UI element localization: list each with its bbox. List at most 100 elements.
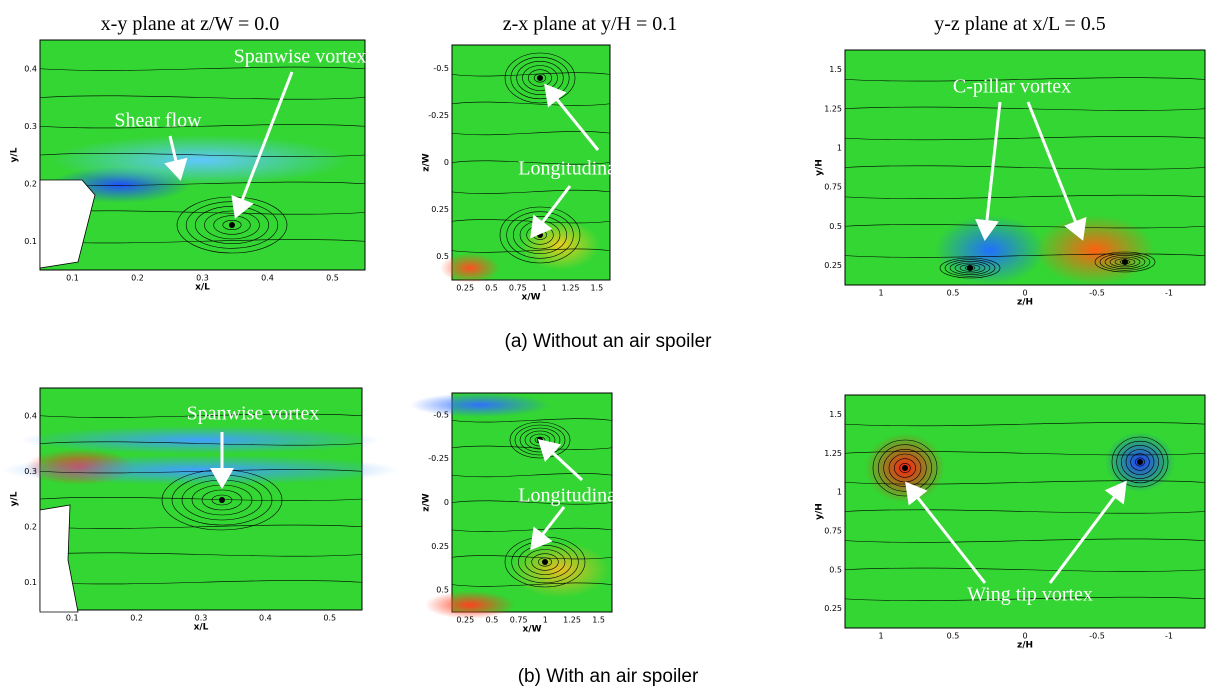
x-tick-label: 0.5 (323, 614, 336, 623)
x-tick-label: 1 (878, 289, 883, 298)
y-tick-label: 0.75 (824, 183, 842, 192)
x-axis-label: z/H (1017, 641, 1033, 651)
y-tick-label: 1 (837, 143, 842, 152)
column-title: x-y plane at z/W = 0.0 (101, 13, 280, 35)
y-tick-label: -0.25 (428, 454, 449, 463)
y-tick-label: 1.5 (829, 65, 842, 74)
y-tick-label: 0.75 (824, 526, 842, 535)
contour-blob (440, 253, 500, 283)
annotation: Shear flow (114, 110, 202, 132)
y-tick-label: 0.25 (824, 261, 842, 270)
y-tick-label: 0 (444, 158, 449, 167)
contour-blob (410, 393, 550, 417)
y-tick-label: 1 (837, 488, 842, 497)
x-tick-label: 1.5 (590, 284, 603, 293)
x-tick-label: 0.75 (509, 284, 527, 293)
x-tick-label: 0.4 (261, 274, 274, 283)
x-axis-label: x/W (522, 625, 541, 635)
vortex-core (902, 465, 908, 471)
x-tick-label: -0.5 (1089, 289, 1105, 298)
contour-blob (20, 426, 380, 454)
y-tick-label: 0.25 (431, 205, 449, 214)
x-tick-label: 1.5 (592, 616, 605, 625)
row-caption: (a) Without an air spoiler (505, 331, 713, 352)
vortex-core (219, 497, 225, 503)
y-tick-label: 0.5 (436, 252, 449, 261)
y-axis-label: y/H (815, 159, 825, 176)
column-title: y-z plane at x/L = 0.5 (934, 13, 1106, 35)
x-axis-label: x/W (521, 293, 540, 303)
x-tick-label: -0.5 (1089, 632, 1105, 641)
y-tick-label: -0.5 (433, 410, 449, 419)
vortex-core (1122, 259, 1128, 265)
x-tick-label: -1 (1165, 632, 1173, 641)
y-axis-label: z/W (422, 153, 432, 172)
y-tick-label: 0.2 (24, 179, 37, 188)
y-tick-label: 0.25 (431, 542, 449, 551)
y-tick-label: 1.25 (824, 449, 842, 458)
y-tick-label: 0.2 (24, 522, 37, 531)
annotation: C-pillar vortex (953, 76, 1071, 98)
x-tick-label: 0.4 (259, 614, 272, 623)
x-tick-label: 0.2 (131, 274, 144, 283)
x-tick-label: 1 (542, 284, 547, 293)
x-tick-label: 1.25 (563, 616, 581, 625)
annotation: Spanwise vortex (187, 403, 320, 425)
vortex-core (537, 232, 543, 238)
x-tick-label: 1.25 (562, 284, 580, 293)
x-tick-label: -1 (1165, 289, 1173, 298)
annotation: Longitudinal vortex (518, 158, 677, 180)
x-tick-label: 0.25 (456, 284, 474, 293)
x-axis-label: x/L (194, 623, 209, 633)
x-tick-label: 1 (878, 632, 883, 641)
x-tick-label: 0.3 (196, 274, 209, 283)
x-tick-label: 0.1 (66, 274, 79, 283)
y-tick-label: 0.4 (24, 411, 37, 420)
y-axis-label: y/L (10, 491, 20, 506)
y-tick-label: 0.3 (24, 467, 37, 476)
vortex-core (537, 75, 543, 81)
x-tick-label: 0.2 (130, 614, 143, 623)
x-tick-label: 0.5 (947, 289, 960, 298)
y-axis-label: z/W (422, 493, 432, 512)
x-tick-label: 0.5 (485, 284, 498, 293)
y-tick-label: 0.5 (829, 222, 842, 231)
y-tick-label: -0.25 (428, 111, 449, 120)
y-tick-label: 0.25 (824, 604, 842, 613)
row-caption: (b) With an air spoiler (518, 666, 699, 687)
x-tick-label: 0.5 (326, 274, 339, 283)
y-axis-label: y/L (10, 147, 20, 162)
y-tick-label: 1.5 (829, 410, 842, 419)
y-tick-label: -0.5 (433, 64, 449, 73)
figure: x-y plane at z/W = 0.0 z-x plane at y/H … (0, 0, 1216, 694)
x-tick-label: 0.1 (66, 614, 79, 623)
x-tick-label: 0.5 (486, 616, 499, 625)
y-axis-label: y/H (815, 503, 825, 520)
x-tick-label: 0 (1022, 632, 1027, 641)
x-tick-label: 0.5 (947, 632, 960, 641)
y-tick-label: 0.4 (24, 64, 37, 73)
y-tick-label: 0.1 (24, 578, 37, 587)
vortex-core (542, 559, 548, 565)
x-tick-label: 1 (543, 616, 548, 625)
y-tick-label: 0.5 (829, 565, 842, 574)
annotation: Spanwise vortex (234, 46, 367, 68)
y-tick-label: 1.25 (824, 104, 842, 113)
vortex-core (1137, 459, 1143, 465)
contour-blob (1035, 215, 1155, 285)
annotation: Wing tip vortex (967, 584, 1093, 606)
x-tick-label: 0 (1022, 289, 1027, 298)
x-axis-label: z/H (1017, 298, 1033, 308)
x-tick-label: 0.3 (195, 614, 208, 623)
annotation: Longitudinal vortex (518, 485, 677, 507)
vortex-core (967, 265, 973, 271)
contour-blob (50, 135, 350, 185)
y-tick-label: 0.3 (24, 122, 37, 131)
y-tick-label: 0.1 (24, 237, 37, 246)
vortex-core (229, 222, 235, 228)
x-tick-label: 0.25 (456, 616, 474, 625)
y-tick-label: 0.5 (436, 586, 449, 595)
y-tick-label: 0 (444, 498, 449, 507)
x-axis-label: x/L (195, 283, 210, 293)
column-title: z-x plane at y/H = 0.1 (503, 13, 678, 35)
